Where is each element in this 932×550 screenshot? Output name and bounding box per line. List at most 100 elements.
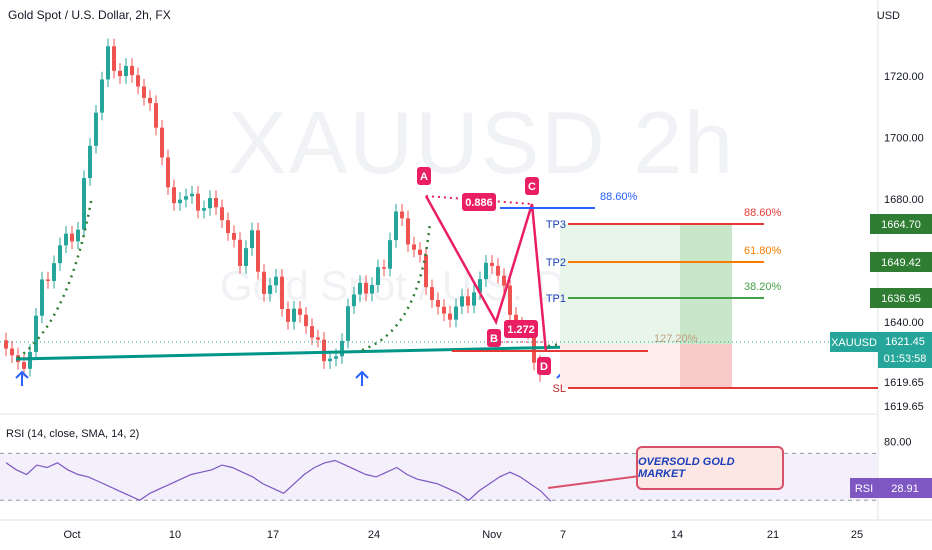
candle-body: [202, 208, 206, 211]
pattern-point-badge: [525, 177, 539, 195]
price-tick-label: 1720.00: [884, 71, 924, 83]
candle-body: [46, 279, 50, 281]
candle-body: [256, 230, 260, 272]
candle-body: [166, 157, 170, 188]
price-axis-badge-text: 1664.70: [881, 219, 921, 231]
time-tick-label: Nov: [482, 529, 502, 541]
candle-body: [292, 308, 296, 322]
price-axis-badge: [870, 214, 932, 234]
candle-body: [64, 233, 68, 246]
ratio-badge: [462, 193, 496, 211]
sl-price-label-repeat: 1619.65: [884, 401, 924, 413]
candle-body: [496, 265, 500, 276]
ratio-badge: [504, 320, 538, 338]
target-label: SL: [553, 383, 566, 395]
candle-body: [310, 326, 314, 338]
rsi-value-badge: [878, 478, 932, 498]
candle-body: [232, 233, 236, 240]
rsi-title: RSI (14, close, SMA, 14, 2): [6, 428, 140, 440]
rsi-badge-label-bg: [850, 478, 878, 498]
pattern-point-label: B: [490, 333, 498, 345]
candle-body: [22, 362, 26, 369]
candle-body: [322, 339, 326, 362]
watermark-symbol: XAUUSD 2h: [228, 93, 736, 192]
candle-body: [178, 199, 182, 204]
candle-body: [394, 211, 398, 241]
target-pct-label: 38.20%: [744, 281, 782, 293]
candle-body: [154, 103, 158, 128]
current-price-badge: [878, 332, 932, 368]
candle-body: [472, 292, 476, 306]
candle-body: [220, 207, 224, 221]
candle-body: [100, 79, 104, 113]
rsi-line: [5, 459, 552, 502]
candle-body: [478, 279, 482, 293]
candle-body: [160, 127, 164, 158]
candle-body: [112, 46, 116, 71]
pattern-point-label: A: [420, 171, 428, 183]
candle-body: [52, 263, 56, 281]
candle-body: [196, 193, 200, 211]
ratio-badge-text: 1.272: [507, 324, 535, 336]
currency-label: USD: [876, 10, 900, 22]
candle-body: [418, 249, 422, 255]
countdown-text: 01:53:58: [884, 353, 927, 365]
candle-body: [76, 229, 80, 242]
candle-body: [130, 65, 134, 76]
price-tick-label: 1700.00: [884, 133, 924, 145]
candle-body: [316, 337, 320, 340]
projection-arc: [361, 221, 432, 352]
candle-body: [214, 198, 218, 208]
candle-body: [352, 294, 356, 307]
candle-body: [490, 262, 494, 266]
candle-body: [424, 254, 428, 288]
candle-body: [238, 239, 242, 266]
arrow-up-icon: [15, 370, 29, 386]
candle-body: [484, 262, 488, 280]
candle-body: [448, 313, 452, 320]
time-tick-label: Oct: [63, 529, 80, 541]
candle-body: [466, 296, 470, 306]
candle-body: [430, 287, 434, 301]
projection-arc: [17, 195, 94, 360]
pattern-point-badge: [417, 167, 431, 185]
candle-body: [124, 65, 128, 77]
target-label: TP2: [546, 257, 566, 269]
candle-body: [364, 282, 368, 294]
candle-body: [412, 244, 416, 250]
current-price-text: 1621.45: [885, 336, 925, 348]
pattern-point-badge: [487, 329, 501, 347]
candle-body: [136, 75, 140, 87]
candle-body: [508, 285, 512, 315]
candle-body: [4, 340, 8, 349]
time-tick-label: 7: [560, 529, 566, 541]
harmonic-pattern: [424, 195, 548, 353]
candle-body: [88, 145, 92, 179]
candle-body: [118, 70, 122, 77]
time-tick-label: 24: [368, 529, 380, 541]
price-axis-badge: [870, 288, 932, 308]
ratio-badge-text: 0.886: [465, 197, 493, 209]
candle-body: [70, 233, 74, 242]
candle-body: [370, 284, 374, 294]
rsi-badge-label: RSI: [855, 483, 873, 495]
time-tick-label: 21: [767, 529, 779, 541]
oversold-callout[interactable]: OVERSOLD GOLD MARKET: [636, 446, 784, 490]
candle-body: [34, 315, 38, 352]
target-pct-label: 88.60%: [744, 207, 782, 219]
price-tick-label: 1640.00: [884, 317, 924, 329]
candle-body: [340, 340, 344, 357]
callout-pointer: [547, 475, 641, 489]
candle-body: [190, 193, 194, 197]
candle-body: [10, 348, 14, 356]
candle-body: [82, 178, 86, 230]
pattern-point-label: D: [540, 361, 548, 373]
profit-zone-strong: [680, 224, 732, 344]
chart-title: Gold Spot / U.S. Dollar, 2h, FX: [8, 8, 171, 22]
time-tick-label: 17: [267, 529, 279, 541]
candle-body: [382, 267, 386, 269]
candle-body: [94, 112, 98, 146]
candle-body: [502, 275, 506, 286]
rsi-tick-label: 80.00: [884, 437, 912, 449]
